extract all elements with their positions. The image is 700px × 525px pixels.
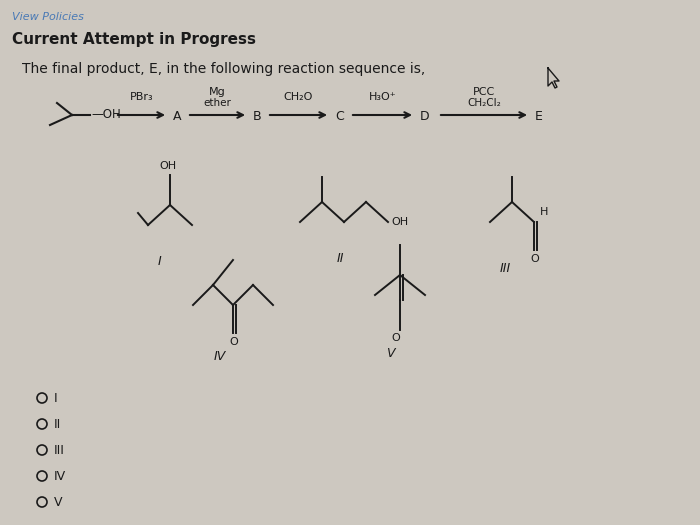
Text: III: III [499,262,510,275]
Text: View Policies: View Policies [12,12,84,22]
Text: Mg: Mg [209,87,226,97]
Text: —OH: —OH [91,109,120,121]
Text: II: II [54,418,62,432]
Text: I: I [54,393,57,405]
Text: V: V [386,347,394,360]
Text: O: O [531,254,540,264]
Text: OH: OH [391,217,408,227]
Text: A: A [173,110,181,122]
Text: II: II [336,252,344,265]
Text: O: O [230,337,239,347]
Text: III: III [54,445,65,457]
Text: C: C [335,110,344,122]
Text: H₃O⁺: H₃O⁺ [369,92,396,102]
Text: O: O [391,333,400,343]
Text: OH: OH [160,161,176,171]
Text: The final product, E, in the following reaction sequence is,: The final product, E, in the following r… [22,62,426,76]
Text: B: B [253,110,262,122]
Text: PCC: PCC [473,87,495,97]
Text: PBr₃: PBr₃ [130,92,153,102]
Text: V: V [54,497,62,509]
Text: IV: IV [54,470,66,484]
Text: D: D [420,110,430,122]
Text: CH₂Cl₂: CH₂Cl₂ [467,98,501,108]
Text: Current Attempt in Progress: Current Attempt in Progress [12,32,256,47]
Text: H: H [540,207,548,217]
Text: I: I [158,255,162,268]
Text: E: E [535,110,543,122]
Text: CH₂O: CH₂O [284,92,313,102]
Text: IV: IV [214,350,226,363]
Text: ether: ether [204,98,232,108]
